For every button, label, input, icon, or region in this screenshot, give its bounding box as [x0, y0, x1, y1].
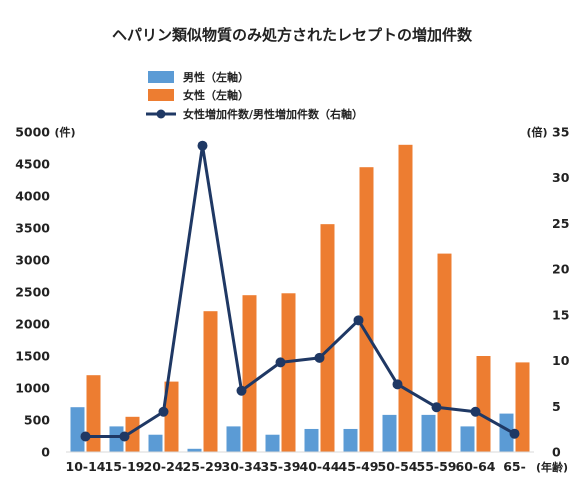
x-tick-label: 40-44 — [300, 459, 340, 474]
ratio-point-15-19 — [119, 431, 130, 442]
male-bar-65- — [499, 413, 514, 452]
right-tick-label: 10 — [552, 353, 570, 368]
x-tick-label: 50-54 — [378, 459, 418, 474]
left-tick-label: 4500 — [15, 157, 50, 172]
ratio-point-50-54 — [392, 379, 403, 390]
male-bar-40-44 — [304, 428, 319, 452]
female-bar-15-19 — [125, 416, 140, 452]
x-tick-label: 45-49 — [339, 459, 379, 474]
ratio-point-45-49 — [353, 315, 364, 326]
ratio-point-65- — [509, 428, 520, 439]
right-axis: 0 5 10 15 20 25 30 35 — [552, 125, 570, 460]
male-bar-45-49 — [343, 428, 358, 452]
ratio-point-30-34 — [236, 385, 247, 396]
ratio-point-35-39 — [275, 357, 286, 368]
ratio-point-10-14 — [80, 431, 91, 442]
ratio-point-60-64 — [470, 406, 481, 417]
left-tick-label: 3000 — [15, 253, 50, 268]
x-tick-label: 15-19 — [105, 459, 145, 474]
ratio-line-path — [85, 144, 516, 438]
female-bar-55-59 — [437, 253, 452, 452]
left-tick-label: 1500 — [15, 349, 50, 364]
left-tick-label: 5000 — [15, 125, 50, 140]
legend: 男性（左軸） 女性（左軸） 女性増加件数/男性増加件数（右軸） — [146, 70, 363, 121]
x-tick-label: 60-64 — [456, 459, 496, 474]
right-tick-label: 25 — [552, 216, 569, 231]
left-tick-label: 500 — [24, 413, 50, 428]
x-axis-unit: (年齢) — [536, 460, 568, 474]
legend-label: 女性（左軸） — [183, 88, 249, 102]
ratio-point-40-44 — [314, 352, 325, 363]
male-bar-60-64 — [460, 426, 475, 452]
legend-swatch — [148, 89, 174, 101]
ratio-point-25-29 — [197, 140, 208, 151]
male-bar-50-54 — [382, 414, 397, 452]
x-tick-label: 10-14 — [66, 459, 106, 474]
right-tick-label: 0 — [552, 445, 561, 460]
legend-marker — [156, 109, 166, 119]
ratio-line — [80, 140, 520, 442]
male-bar-55-59 — [421, 414, 436, 452]
right-tick-label: 15 — [552, 307, 569, 322]
left-axis-unit: (件) — [54, 125, 75, 139]
female-bar-35-39 — [281, 293, 296, 452]
male-bar-30-34 — [226, 426, 241, 452]
male-bar-25-29 — [187, 448, 202, 452]
ratio-point-55-59 — [431, 402, 442, 413]
female-bar-30-34 — [242, 295, 257, 452]
legend-swatch — [148, 71, 174, 83]
x-tick-label: 35-39 — [261, 459, 301, 474]
chart-title: ヘパリン類似物質のみ処方されたレセプトの増加件数 — [112, 26, 473, 44]
female-bar-65- — [515, 362, 530, 452]
right-tick-label: 20 — [552, 262, 570, 277]
male-bar-15-19 — [109, 426, 124, 452]
x-tick-label: 20-24 — [144, 459, 184, 474]
left-tick-label: 0 — [41, 445, 50, 460]
left-tick-label: 4000 — [15, 189, 50, 204]
right-tick-label: 5 — [552, 399, 561, 414]
left-axis: 0 500 1000 1500 2000 2500 3000 3500 4000 4500 5000 — [15, 125, 50, 460]
x-tick-label: 25-29 — [183, 459, 223, 474]
female-bar-25-29 — [203, 311, 218, 452]
ratio-point-20-24 — [158, 406, 169, 417]
female-bar-50-54 — [398, 144, 413, 453]
female-bar-40-44 — [320, 224, 335, 452]
left-tick-label: 3500 — [15, 221, 50, 236]
right-tick-label: 35 — [552, 125, 569, 140]
male-bar-35-39 — [265, 434, 280, 452]
x-tick-label: 65- — [503, 459, 526, 474]
x-tick-label: 55-59 — [417, 459, 457, 474]
right-axis-unit: (倍) — [526, 125, 547, 139]
right-tick-label: 30 — [552, 170, 570, 185]
bars — [70, 144, 530, 453]
left-tick-label: 2000 — [15, 317, 50, 332]
legend-label: 男性（左軸） — [183, 70, 249, 84]
female-bar-45-49 — [359, 167, 374, 452]
left-tick-label: 1000 — [15, 381, 50, 396]
female-bar-10-14 — [86, 375, 101, 452]
legend-label: 女性増加件数/男性増加件数（右軸） — [183, 107, 363, 121]
x-axis: 10-14 15-19 20-24 25-29 30-34 35-39 40-44 45-49… — [66, 459, 526, 474]
x-tick-label: 30-34 — [222, 459, 262, 474]
male-bar-10-14 — [70, 407, 85, 452]
female-bar-20-24 — [164, 381, 179, 452]
left-tick-label: 2500 — [15, 285, 50, 300]
male-bar-20-24 — [148, 434, 163, 452]
female-bar-60-64 — [476, 356, 491, 452]
